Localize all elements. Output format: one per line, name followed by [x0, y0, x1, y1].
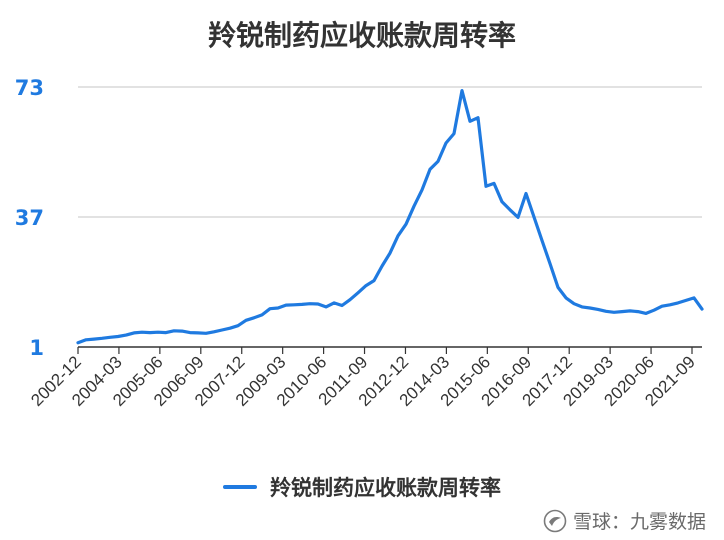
watermark-text: 雪球：九雾数据 — [572, 511, 706, 533]
grid-layer — [78, 86, 702, 218]
x-tick-labels: 2002-122004-032005-062006-092007-122009-… — [27, 352, 699, 410]
y-tick-label: 73 — [15, 76, 44, 100]
watermark: 雪球：九雾数据 — [543, 507, 706, 534]
y-tick-label: 1 — [29, 336, 44, 360]
xueqiu-logo-icon — [543, 509, 567, 532]
legend-swatch — [222, 485, 257, 489]
axis-layer — [77, 346, 702, 354]
chart-title: 羚锐制药应收账款周转率 — [207, 19, 516, 52]
series-line — [76, 88, 704, 345]
legend-label: 羚锐制药应收账款周转率 — [270, 476, 502, 500]
y-tick-labels: 1 37 73 — [15, 76, 44, 360]
series-layer — [76, 88, 704, 345]
legend[interactable]: 羚锐制药应收账款周转率 — [0, 472, 724, 502]
y-tick-label: 37 — [15, 206, 44, 230]
